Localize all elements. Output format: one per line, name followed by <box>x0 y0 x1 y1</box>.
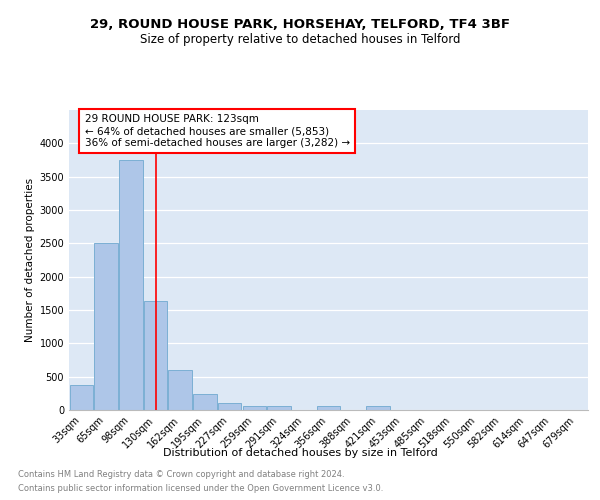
Bar <box>193 394 217 410</box>
Bar <box>218 403 241 410</box>
Text: Contains HM Land Registry data © Crown copyright and database right 2024.: Contains HM Land Registry data © Crown c… <box>18 470 344 479</box>
Text: 29 ROUND HOUSE PARK: 123sqm
← 64% of detached houses are smaller (5,853)
36% of : 29 ROUND HOUSE PARK: 123sqm ← 64% of det… <box>85 114 350 148</box>
Bar <box>268 406 291 410</box>
Bar <box>317 406 340 410</box>
Text: 29, ROUND HOUSE PARK, HORSEHAY, TELFORD, TF4 3BF: 29, ROUND HOUSE PARK, HORSEHAY, TELFORD,… <box>90 18 510 30</box>
Y-axis label: Number of detached properties: Number of detached properties <box>25 178 35 342</box>
Bar <box>242 406 266 410</box>
Text: Distribution of detached houses by size in Telford: Distribution of detached houses by size … <box>163 448 437 458</box>
Bar <box>169 370 192 410</box>
Text: Size of property relative to detached houses in Telford: Size of property relative to detached ho… <box>140 32 460 46</box>
Bar <box>94 244 118 410</box>
Text: Contains public sector information licensed under the Open Government Licence v3: Contains public sector information licen… <box>18 484 383 493</box>
Bar <box>70 385 93 410</box>
Bar <box>144 300 167 410</box>
Bar <box>366 406 389 410</box>
Bar <box>119 160 143 410</box>
